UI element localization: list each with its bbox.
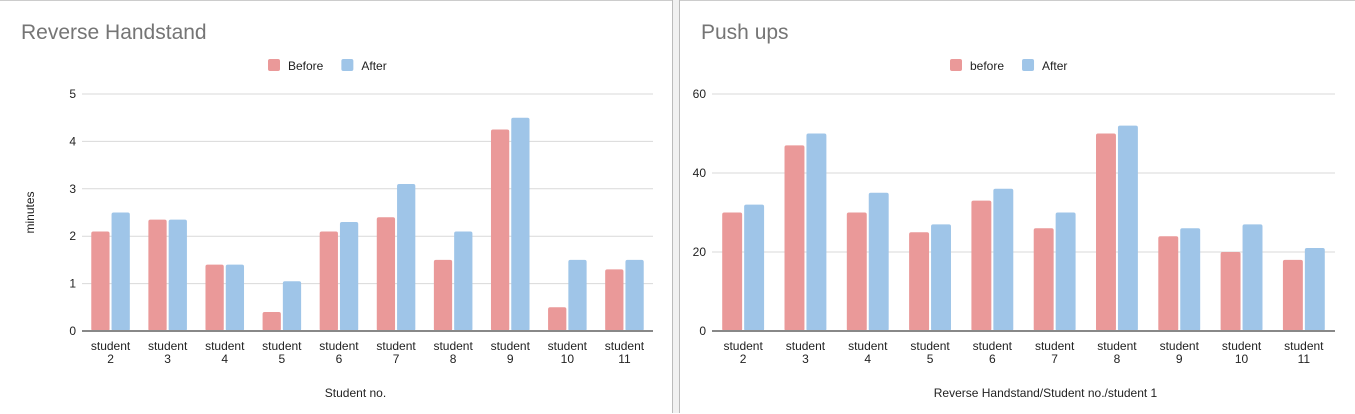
bar-before: [971, 200, 992, 331]
bar-after: [568, 259, 587, 331]
bar-before: [1033, 228, 1054, 331]
legend-label-before: Before: [288, 59, 324, 73]
x-tick-label: student 7: [376, 339, 416, 366]
x-tick-label: student 4: [205, 339, 245, 366]
y-tick-label: 5: [69, 87, 76, 101]
y-tick-label: 0: [699, 324, 706, 338]
bar-after: [1242, 224, 1263, 331]
y-tick-label: 2: [69, 229, 76, 243]
legend-label-after: After: [1042, 59, 1067, 73]
chart-title: Reverse Handstand: [21, 21, 207, 44]
x-tick-label: student 5: [262, 339, 302, 366]
y-tick-label: 3: [69, 182, 76, 196]
x-tick-label: student 5: [910, 339, 950, 366]
x-tick-label: student 9: [491, 339, 531, 366]
bar-after: [397, 184, 416, 331]
bar-after: [168, 219, 187, 331]
legend-swatch-after: [1022, 59, 1035, 71]
y-tick-label: 4: [69, 134, 76, 148]
bar-before: [319, 231, 338, 331]
bar-before: [548, 307, 567, 331]
bar-before: [1158, 236, 1179, 331]
reverse-handstand-chart-panel[interactable]: Reverse Handstand 0 1 2 3 4 5 student 2 student 3…: [0, 0, 672, 414]
bar-after: [931, 224, 951, 331]
x-axis-title: Reverse Handstand/Student no./student 1: [934, 386, 1158, 400]
bar-after: [744, 204, 765, 331]
bar-after: [1055, 212, 1076, 331]
bar-before: [909, 232, 930, 331]
bar-after: [625, 259, 644, 331]
bar-after: [454, 231, 473, 331]
bar-after: [868, 192, 889, 331]
x-tick-label: student 11: [605, 339, 645, 366]
legend-label-after: After: [361, 59, 386, 73]
x-tick-label: student 8: [433, 339, 473, 366]
chart-title: Push ups: [701, 21, 789, 44]
bar-before: [1220, 252, 1241, 331]
push-ups-chart: 0 20 40 60 student 2 student 3 student 4 student 5 s…: [693, 59, 1335, 400]
x-tick-label: student 6: [319, 339, 359, 366]
bar-before: [784, 145, 805, 331]
y-tick-label: 20: [693, 245, 707, 259]
bar-after: [993, 188, 1014, 331]
bar-after: [1304, 248, 1325, 331]
bar-after: [339, 221, 359, 331]
bar-before: [1282, 259, 1303, 331]
bar-after: [511, 117, 530, 331]
x-tick-label: student 11: [1284, 339, 1324, 366]
x-tick-label: student 4: [848, 339, 888, 366]
x-tick-label: student 8: [1097, 339, 1137, 366]
bar-after: [111, 212, 130, 331]
y-tick-label: 40: [693, 166, 707, 180]
bar-before: [1096, 133, 1116, 331]
legend-label-before: before: [970, 59, 1004, 73]
y-tick-label: 0: [69, 324, 76, 338]
x-tick-label: student 9: [1160, 339, 1200, 366]
x-tick-label: student 6: [973, 339, 1013, 366]
x-tick-label: student 10: [548, 339, 588, 366]
bar-before: [376, 217, 396, 331]
y-tick-label: 1: [69, 277, 76, 291]
bar-after: [225, 264, 245, 331]
x-tick-label: student 7: [1035, 339, 1075, 366]
panel-divider: [672, 0, 680, 413]
bar-before: [605, 269, 624, 331]
reverse-handstand-chart: 0 1 2 3 4 5 student 2 student 3 student 4 student 5 st…: [23, 59, 653, 400]
x-tick-label: student 2: [91, 339, 131, 366]
x-tick-label: student 3: [148, 339, 188, 366]
bar-before: [490, 129, 510, 331]
bar-before: [91, 231, 110, 331]
bar-before: [433, 259, 453, 331]
legend-swatch-before: [950, 59, 962, 71]
bar-after: [1117, 125, 1138, 331]
bar-before: [262, 312, 281, 331]
legend-swatch-after: [341, 59, 354, 71]
y-axis-title: minutes: [23, 191, 37, 233]
x-axis-title: Student no.: [325, 386, 386, 400]
x-tick-label: student 2: [723, 339, 763, 366]
bar-after: [1180, 228, 1201, 331]
bar-before: [722, 212, 743, 331]
x-tick-label: student 3: [786, 339, 826, 366]
legend-swatch-before: [268, 59, 280, 71]
bar-before: [846, 212, 867, 331]
bar-after: [282, 281, 302, 331]
x-tick-label: student 10: [1222, 339, 1262, 366]
push-ups-chart-panel[interactable]: Push ups 0 20 40 60 student 2 student 3 student 4…: [680, 0, 1355, 414]
bar-after: [806, 133, 827, 331]
bar-before: [148, 219, 167, 331]
bar-before: [205, 264, 224, 331]
y-tick-label: 60: [693, 87, 707, 101]
